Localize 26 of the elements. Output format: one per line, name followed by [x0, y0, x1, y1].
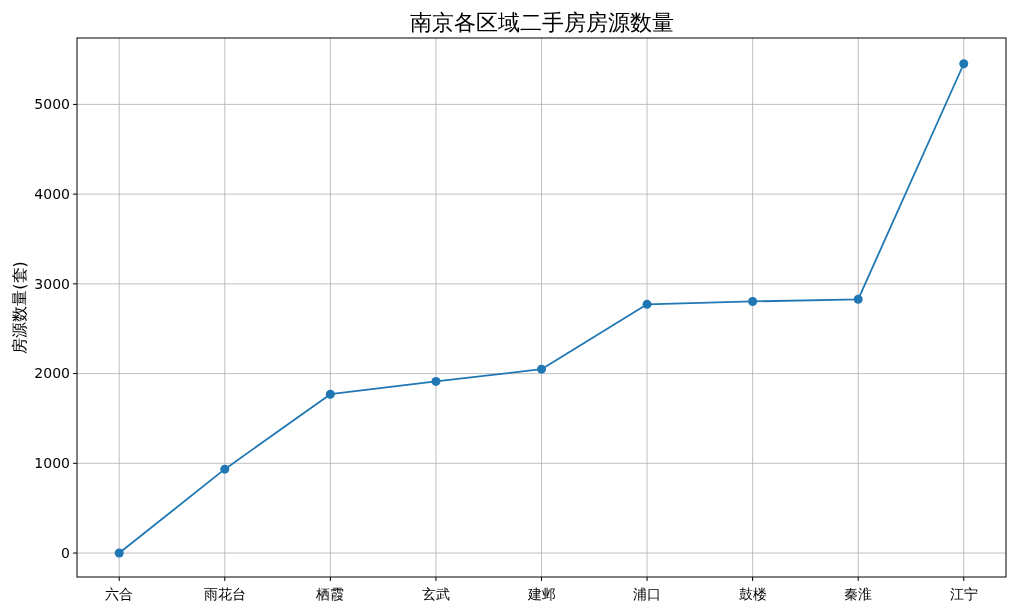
x-tick-label: 江宁 [949, 586, 978, 602]
point [537, 364, 546, 374]
point [325, 389, 335, 399]
point [642, 299, 652, 309]
point [114, 548, 124, 558]
chart-title: 南京各区域二手房房源数量 [409, 10, 674, 35]
x-tick-label: 雨花台 [203, 586, 246, 602]
y-tick-label: 1000 [34, 455, 70, 472]
point [431, 376, 441, 386]
y-axis-title: 房源数量(套) [10, 261, 29, 354]
point [748, 296, 758, 306]
x-tick-label: 鼓楼 [738, 586, 767, 602]
y-tick-label: 0 [61, 544, 70, 561]
x-tick-label: 秦淮 [844, 586, 873, 602]
x-tick-label: 栖霞 [315, 586, 345, 602]
point [853, 294, 863, 304]
y-tick-label: 3000 [34, 275, 70, 292]
x-tick-label: 玄武 [421, 586, 450, 602]
x-tick-label: 浦口 [633, 586, 662, 602]
y-tick-label: 2000 [34, 365, 70, 382]
y-tick-label: 4000 [34, 186, 70, 203]
x-tick-label: 六合 [105, 586, 134, 602]
point [959, 59, 969, 69]
y-tick-label: 5000 [34, 96, 70, 113]
point [220, 464, 230, 474]
x-tick-label: 建邺 [526, 586, 556, 602]
